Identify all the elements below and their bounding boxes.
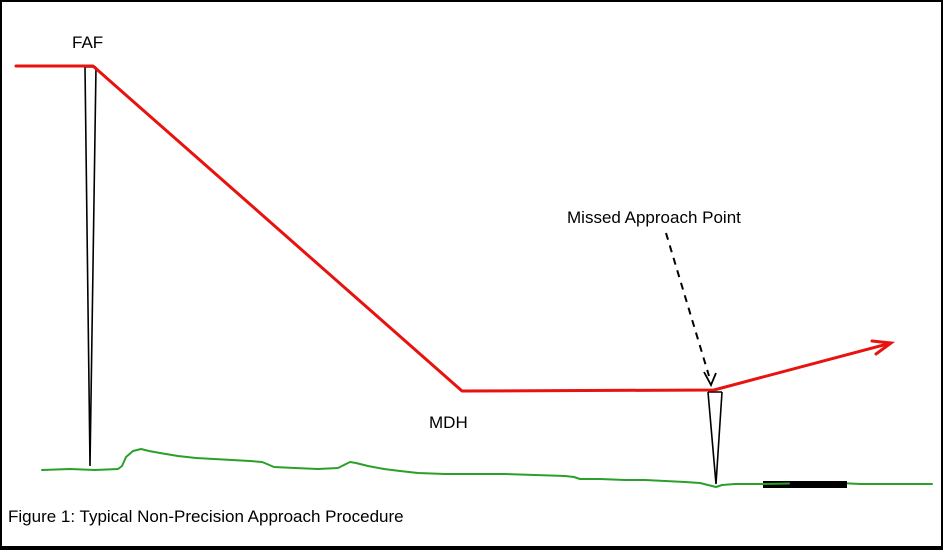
missed-approach-annotation-arrowhead bbox=[703, 371, 717, 388]
figure-caption: Figure 1: Typical Non-Precision Approach… bbox=[8, 507, 404, 526]
runway-bar bbox=[763, 481, 847, 488]
approach-flight-path-arrowhead bbox=[870, 339, 896, 356]
terrain-over-runway-segment bbox=[762, 482, 790, 485]
faf-fix-marker bbox=[84, 66, 97, 467]
mdh-label: MDH bbox=[429, 413, 468, 432]
faf-label: FAF bbox=[72, 33, 104, 52]
missed-approach-annotation-arrow-shaft bbox=[665, 232, 710, 377]
approach-flight-path bbox=[14, 64, 893, 393]
missed-approach-point-label: Missed Approach Point bbox=[567, 208, 741, 227]
missed-approach-fix-marker bbox=[707, 391, 723, 485]
terrain-profile-line bbox=[41, 448, 933, 488]
